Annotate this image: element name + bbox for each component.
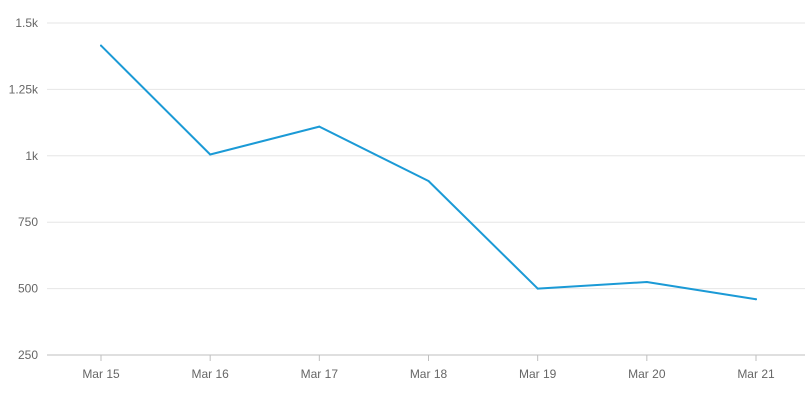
data-point	[318, 125, 321, 128]
y-tick-label: 1.5k	[15, 16, 39, 30]
y-tick-label: 500	[18, 282, 38, 296]
x-tick-label: Mar 21	[737, 367, 775, 381]
x-tick-label: Mar 19	[519, 367, 557, 381]
y-tick-label: 1.25k	[9, 82, 39, 96]
data-point	[100, 44, 102, 47]
x-tick-label: Mar 20	[628, 367, 666, 381]
y-tick-label: 1k	[25, 149, 39, 163]
data-point	[536, 287, 539, 290]
x-tick-label: Mar 17	[301, 367, 339, 381]
data-point	[645, 280, 648, 283]
data-point	[427, 180, 430, 183]
y-tick-label: 750	[18, 215, 38, 229]
data-point	[755, 298, 757, 301]
y-tick-label: 250	[18, 348, 38, 362]
series-group	[100, 44, 757, 301]
x-tick-label: Mar 15	[82, 367, 120, 381]
x-axis-ticks: Mar 15 Mar 16 Mar 17 Mar 18 Mar 19 Mar 20 Mar …	[82, 355, 775, 381]
y-axis-tick-labels: 250 500 750 1k 1.25k 1.5k	[9, 16, 39, 362]
x-tick-label: Mar 16	[191, 367, 229, 381]
x-tick-label: Mar 18	[410, 367, 448, 381]
data-point	[209, 153, 212, 156]
grid-lines	[47, 22, 805, 290]
series-line	[100, 44, 757, 301]
